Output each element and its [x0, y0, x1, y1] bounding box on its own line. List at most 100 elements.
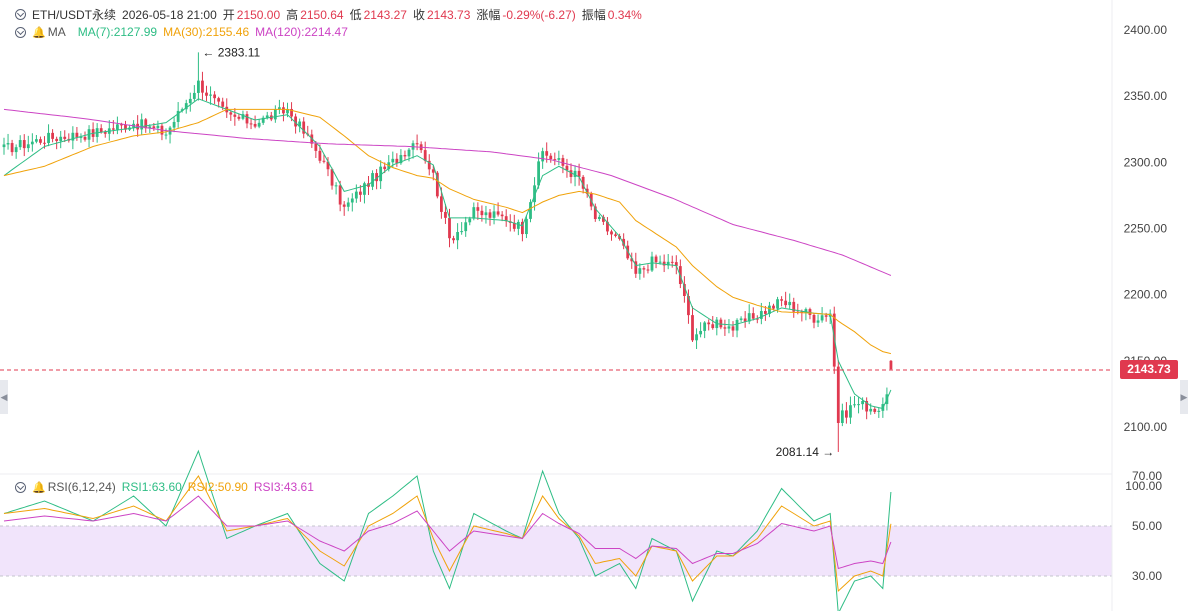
candle-body [55, 138, 59, 141]
candle-body [294, 116, 297, 127]
candle-body [759, 311, 763, 319]
candle-body [521, 221, 524, 235]
open-label: 开 [222, 8, 235, 22]
rsi2-value: RSI2:50.90 [187, 480, 248, 494]
candle-body [342, 204, 346, 207]
candle-body [545, 151, 549, 156]
rsi-lines [3, 449, 892, 611]
candle-body [597, 216, 601, 220]
candle-body [79, 136, 83, 138]
candle-body [755, 318, 759, 320]
candle-body [99, 128, 103, 133]
candle-body [103, 132, 107, 134]
price-tick-label: 2200.00 [1124, 288, 1168, 302]
candle-body [346, 202, 350, 207]
change-value: -0.29%(-6.27) [502, 7, 576, 22]
rsi-label[interactable]: RSI(6,12,24) [47, 480, 116, 494]
candle-body [865, 400, 869, 412]
candle-body [59, 136, 63, 141]
candle-body [638, 268, 642, 274]
candle-body [743, 318, 747, 322]
chevron-circle-icon[interactable] [15, 9, 26, 20]
candle-body [853, 404, 856, 406]
bell-icon[interactable]: 🔔 [32, 481, 46, 494]
candle-body [529, 202, 532, 219]
open-value: 2150.00 [236, 7, 281, 22]
candle-body [192, 92, 196, 99]
candle-body [480, 210, 484, 216]
caret-right-icon[interactable]: ▶ [1180, 380, 1188, 414]
candle-body [788, 301, 792, 306]
candle-body [229, 112, 233, 115]
candle-body [205, 92, 208, 96]
candle-body [448, 217, 451, 239]
candle-body [768, 305, 771, 314]
candle-body [630, 258, 634, 262]
candle-body [350, 198, 354, 203]
candle-body [164, 134, 168, 136]
candle-body [816, 320, 820, 323]
candle-body [642, 268, 646, 270]
candle-body [2, 144, 6, 148]
candle-body [869, 408, 873, 412]
ma120-value: MA(120):2214.47 [255, 25, 348, 39]
candle-body [156, 125, 160, 129]
candle-body [452, 238, 455, 241]
chevron-circle-icon[interactable] [15, 26, 26, 38]
candle-body [282, 107, 285, 114]
candle-body [533, 185, 536, 203]
candle-body [460, 231, 464, 233]
candle-body [371, 173, 374, 187]
candle-body [820, 315, 824, 321]
candle-body [403, 155, 407, 157]
candle-body [792, 301, 796, 312]
candle-body [51, 132, 54, 139]
candle-body [845, 410, 848, 418]
candle-body [569, 170, 573, 177]
candle-body [47, 132, 50, 144]
rsi2-line [3, 475, 892, 593]
candle-body [435, 172, 439, 197]
candle-body [602, 216, 605, 222]
candle-body [83, 136, 87, 140]
candle-body [330, 169, 334, 186]
candle-body [622, 238, 626, 246]
candle-body [184, 103, 188, 110]
candle-body [314, 143, 318, 151]
candle-body [26, 144, 30, 149]
candle-body [472, 207, 476, 219]
candle-body [695, 334, 698, 341]
symbol-label[interactable]: ETH/USDT永续 [32, 8, 117, 22]
candle-body [804, 309, 808, 313]
candle-body [213, 94, 216, 99]
candle-body [492, 211, 496, 218]
ma7-value: MA(7):2127.99 [77, 25, 158, 39]
rsi3-value: RSI3:43.61 [253, 480, 314, 494]
candle-body [476, 207, 480, 211]
caret-left-icon[interactable]: ◀ [0, 380, 8, 414]
candle-body [581, 176, 585, 189]
candle-body [719, 319, 723, 328]
candle-body [354, 191, 358, 199]
candle-body [840, 410, 844, 423]
candle-body [265, 115, 269, 118]
candle-body [836, 366, 840, 423]
candle-body [488, 212, 492, 218]
bell-icon[interactable]: 🔔 [32, 26, 46, 39]
candle-body [606, 221, 609, 232]
price-tick-label: 2350.00 [1124, 89, 1168, 103]
candle-body [687, 296, 690, 316]
ma-label[interactable]: MA [47, 25, 66, 39]
candle-body [201, 80, 204, 93]
candle-body [711, 324, 715, 329]
candle-body [423, 150, 427, 161]
candle-body [124, 124, 127, 130]
low-annotation: 2081.14 → [776, 445, 835, 459]
chevron-circle-icon[interactable] [15, 481, 26, 493]
candle-body [290, 108, 293, 117]
candle-body [646, 269, 650, 271]
candle-body [111, 128, 115, 130]
ma30-line [3, 108, 892, 355]
candle-body [516, 221, 520, 229]
